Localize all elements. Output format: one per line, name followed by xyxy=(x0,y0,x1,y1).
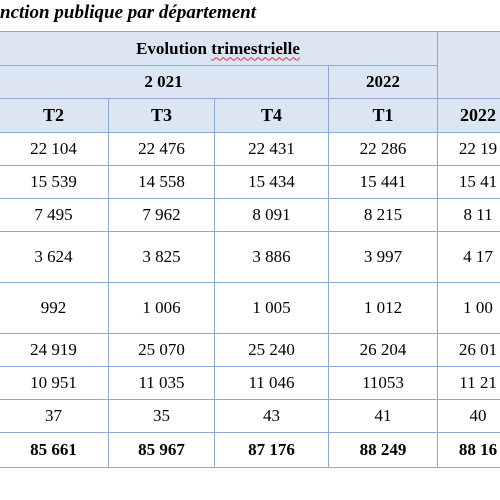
table-cell: 3 886 xyxy=(214,231,329,283)
table-row: 992 1 006 1 005 1 012 1 00 xyxy=(0,282,500,334)
table-cell: 15 41 xyxy=(437,165,500,199)
table-cell: 1 00 xyxy=(437,282,500,334)
table-row-total: 85 661 85 967 87 176 88 249 88 16 xyxy=(0,432,500,468)
header-quarter-t1: T1 xyxy=(327,98,439,133)
header-quarter-2022: 2022 xyxy=(437,98,500,133)
table-cell: 7 962 xyxy=(108,198,215,232)
table-cell: 992 xyxy=(0,282,109,334)
table-cell: 11 046 xyxy=(214,366,329,400)
table-cell: 22 476 xyxy=(108,132,215,166)
table-cell: 3 825 xyxy=(108,231,215,283)
table-cell: 25 240 xyxy=(214,333,329,367)
table-cell: 7 495 xyxy=(0,198,109,232)
data-table-container: Evolution trimestrielle 2 021 2022 T2 T3… xyxy=(0,31,500,468)
table-cell-total: 85 661 xyxy=(0,432,109,468)
header-evolution-trimestrielle: Evolution trimestrielle xyxy=(0,31,439,66)
table-cell: 37 xyxy=(0,399,109,433)
table-cell: 8 091 xyxy=(214,198,329,232)
table-cell: 15 434 xyxy=(214,165,329,199)
table-cell-total: 87 176 xyxy=(214,432,329,468)
table-cell: 25 070 xyxy=(108,333,215,367)
table-cell: 35 xyxy=(108,399,215,433)
header-quarter-t2: T2 xyxy=(0,98,109,133)
table-cell: 10 951 xyxy=(0,366,109,400)
table-cell: 8 215 xyxy=(327,198,439,232)
data-table: Evolution trimestrielle 2 021 2022 T2 T3… xyxy=(0,31,500,468)
table-cell: 3 997 xyxy=(327,231,439,283)
table-cell: 11 21 xyxy=(437,366,500,400)
table-cell: 15 539 xyxy=(0,165,109,199)
table-cell: 1 012 xyxy=(327,282,439,334)
table-cell: 11 035 xyxy=(108,366,215,400)
table-cell: 15 441 xyxy=(327,165,439,199)
header-year-2021: 2 021 xyxy=(0,65,329,99)
table-cell: 24 919 xyxy=(0,333,109,367)
table-cell: 1 006 xyxy=(108,282,215,334)
table-cell-total: 88 249 xyxy=(327,432,439,468)
table-row: 7 495 7 962 8 091 8 215 8 11 xyxy=(0,198,500,232)
table-cell: 14 558 xyxy=(108,165,215,199)
table-cell: 3 624 xyxy=(0,231,109,283)
table-title: nction publique par département xyxy=(0,2,256,23)
table-row: 24 919 25 070 25 240 26 204 26 01 xyxy=(0,333,500,367)
table-cell: 26 01 xyxy=(437,333,500,367)
table-cell: 22 431 xyxy=(214,132,329,166)
header-quarter-t3: T3 xyxy=(108,98,215,133)
table-row: 15 539 14 558 15 434 15 441 15 41 xyxy=(0,165,500,199)
table-cell: 8 11 xyxy=(437,198,500,232)
header-quarter-t4: T4 xyxy=(214,98,329,133)
table-row: 10 951 11 035 11 046 11053 11 21 xyxy=(0,366,500,400)
table-cell: 41 xyxy=(327,399,439,433)
table-row: 3 624 3 825 3 886 3 997 4 17 xyxy=(0,231,500,283)
table-cell: 4 17 xyxy=(437,231,500,283)
header-row-years: 2 021 2022 xyxy=(0,65,500,99)
header-year-2022: 2022 xyxy=(327,65,439,99)
table-cell-total: 85 967 xyxy=(108,432,215,468)
table-cell: 11053 xyxy=(327,366,439,400)
table-cell: 22 19 xyxy=(437,132,500,166)
table-cell: 43 xyxy=(214,399,329,433)
table-cell: 26 204 xyxy=(327,333,439,367)
header-row-quarters: T2 T3 T4 T1 2022 xyxy=(0,98,500,133)
table-row: 37 35 43 41 40 xyxy=(0,399,500,433)
table-cell: 1 005 xyxy=(214,282,329,334)
table-row: 22 104 22 476 22 431 22 286 22 19 xyxy=(0,132,500,166)
table-cell: 22 104 xyxy=(0,132,109,166)
table-cell: 40 xyxy=(437,399,500,433)
table-cell: 22 286 xyxy=(327,132,439,166)
table-cell-total: 88 16 xyxy=(437,432,500,468)
header-row-group: Evolution trimestrielle xyxy=(0,31,500,99)
header-blank-cell xyxy=(437,31,500,99)
